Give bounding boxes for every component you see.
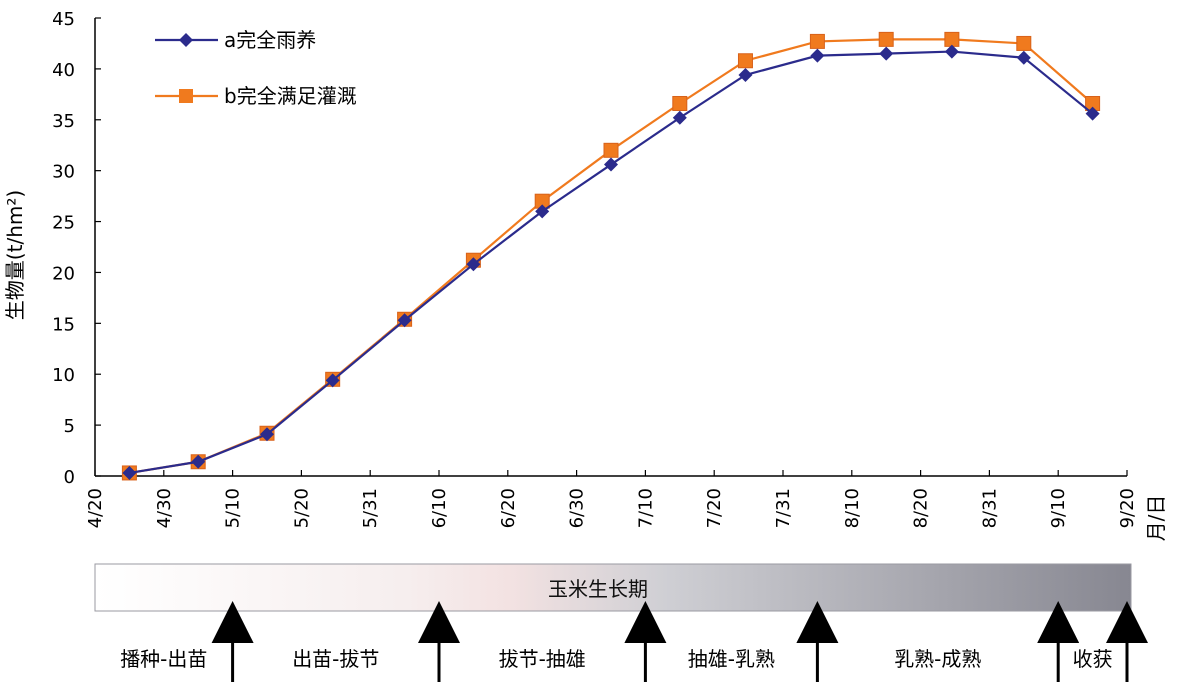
y-tick-label: 35 bbox=[52, 111, 75, 132]
legend-marker-square bbox=[179, 89, 193, 103]
data-point-square bbox=[878, 31, 894, 47]
data-point-diamond bbox=[397, 313, 412, 328]
y-tick-label: 20 bbox=[52, 263, 75, 284]
x-tick-label: 5/31 bbox=[360, 488, 381, 528]
stage-label: 播种-出苗 bbox=[120, 647, 207, 671]
data-point-square bbox=[737, 53, 753, 69]
y-axis: 0 5 10 15 20 25 30 35 40 45 bbox=[52, 9, 101, 488]
x-tick-label: 6/10 bbox=[429, 488, 450, 528]
growth-period-band: 玉米生长期 播种-出苗 出苗-拔节 拔节-抽雄 抽雄-乳熟 乳熟-成熟 收获 bbox=[94, 563, 1148, 682]
stage-label: 收获 bbox=[1073, 647, 1113, 671]
stage-label: 出苗-拔节 bbox=[292, 647, 379, 671]
x-tick-label: 8/10 bbox=[842, 488, 863, 528]
legend-label: a完全雨养 bbox=[224, 28, 316, 52]
legend-label: b完全满足灌溉 bbox=[224, 84, 357, 108]
data-point-diamond bbox=[535, 204, 550, 219]
x-tick-label: 6/20 bbox=[498, 488, 519, 528]
legend: a完全雨养 b完全满足灌溉 bbox=[155, 28, 357, 108]
y-tick-label: 25 bbox=[52, 213, 75, 234]
x-tick-label: 6/30 bbox=[567, 488, 588, 528]
data-point-diamond bbox=[810, 48, 825, 63]
y-tick-label: 0 bbox=[64, 467, 75, 488]
y-tick-label: 40 bbox=[52, 60, 75, 81]
data-point-diamond bbox=[260, 427, 274, 442]
x-axis-title: 月/日 bbox=[1144, 495, 1168, 542]
x-tick-label: 9/10 bbox=[1048, 488, 1069, 528]
x-tick-label: 5/20 bbox=[291, 488, 312, 528]
y-axis-title: 生物量(t/hm²) bbox=[3, 190, 27, 320]
x-tick-label: 8/20 bbox=[911, 488, 932, 528]
data-point-diamond bbox=[325, 373, 340, 388]
y-tick-label: 30 bbox=[52, 162, 75, 183]
y-tick-label: 5 bbox=[64, 416, 75, 437]
stage-layer: 播种-出苗 出苗-拔节 拔节-抽雄 抽雄-乳熟 乳熟-成熟 收获 bbox=[120, 601, 1148, 682]
data-point-diamond bbox=[672, 110, 687, 125]
growth-period-bar bbox=[94, 563, 1132, 612]
x-tick-label: 5/10 bbox=[223, 488, 244, 528]
x-tick-label: 4/20 bbox=[85, 488, 106, 528]
data-point-square bbox=[809, 33, 825, 49]
x-tick-label: 7/31 bbox=[773, 488, 794, 528]
data-point-diamond bbox=[466, 257, 481, 272]
data-point-diamond bbox=[191, 454, 206, 469]
legend-marker-diamond bbox=[179, 33, 193, 47]
y-tick-label: 10 bbox=[52, 365, 75, 386]
y-tick-label: 45 bbox=[52, 9, 75, 30]
plot-frame bbox=[94, 18, 1127, 477]
data-point-diamond bbox=[604, 157, 618, 172]
data-point-square bbox=[944, 31, 960, 47]
data-point-diamond bbox=[122, 465, 137, 480]
series-layer bbox=[121, 31, 1101, 481]
data-point-square bbox=[1016, 35, 1032, 51]
growth-period-title: 玉米生长期 bbox=[548, 577, 648, 601]
series-line bbox=[129, 50, 1094, 475]
data-point-diamond bbox=[738, 67, 753, 82]
x-tick-label: 7/10 bbox=[635, 488, 656, 528]
data-point-diamond bbox=[1085, 106, 1100, 121]
x-tick-label: 9/20 bbox=[1117, 488, 1138, 528]
y-tick-label: 15 bbox=[52, 314, 75, 335]
data-point-diamond bbox=[879, 46, 894, 61]
data-point-square bbox=[603, 142, 619, 158]
x-tick-label: 8/31 bbox=[979, 488, 1000, 528]
stage-label: 乳熟-成熟 bbox=[894, 647, 981, 671]
data-point-square bbox=[672, 95, 688, 111]
data-point-diamond bbox=[1016, 50, 1031, 65]
x-tick-label: 7/20 bbox=[704, 488, 725, 528]
stage-label: 抽雄-乳熟 bbox=[688, 647, 775, 671]
x-tick-label: 4/30 bbox=[154, 488, 175, 528]
stage-label: 拔节-抽雄 bbox=[499, 647, 586, 671]
x-axis: 4/20 4/30 5/10 5/20 5/31 6/10 6/20 6/30 7/10 7/20… bbox=[85, 470, 1138, 528]
data-point-diamond bbox=[944, 44, 959, 59]
